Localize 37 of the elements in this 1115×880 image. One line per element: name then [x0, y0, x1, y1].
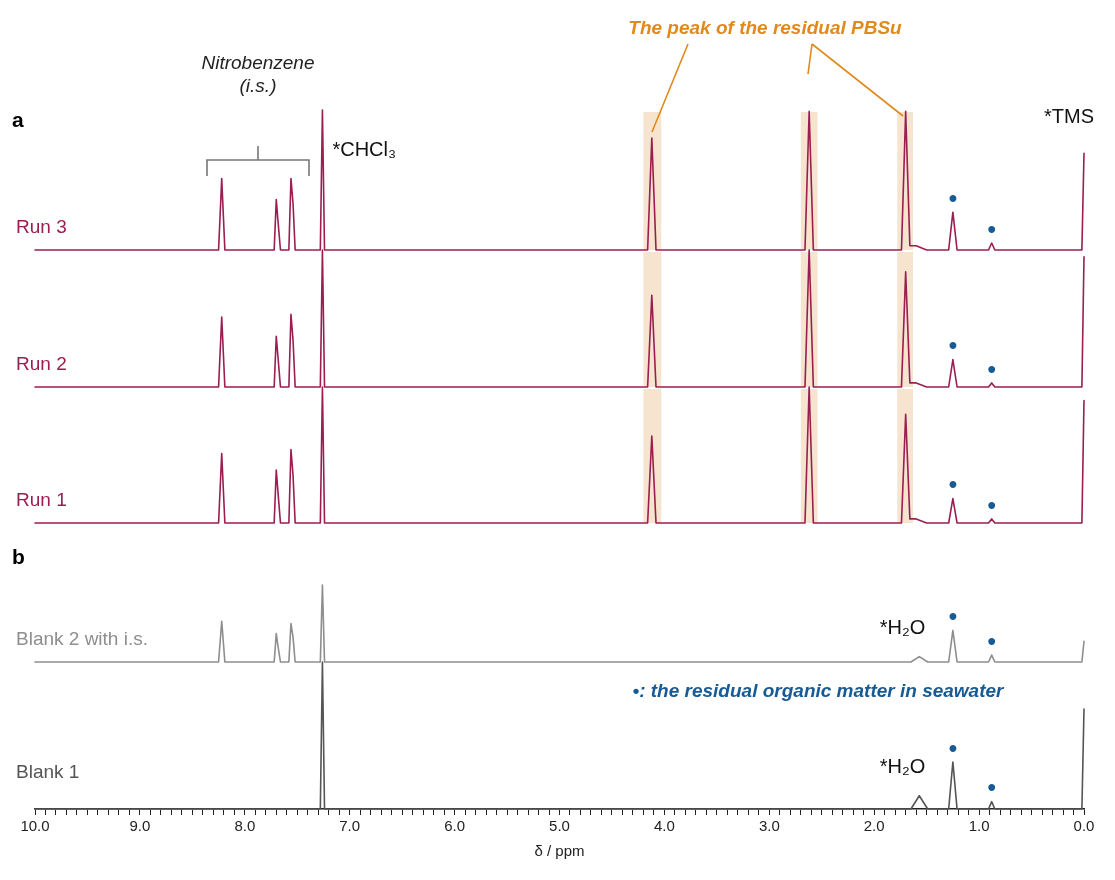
annotation: • [987, 490, 996, 518]
x-tick-label: 7.0 [339, 817, 361, 835]
annotation: • [948, 470, 958, 498]
annotation: • [948, 733, 958, 761]
series-label: Run 2 [16, 353, 67, 375]
x-tick-label: 1.0 [968, 817, 990, 835]
x-tick-label: 3.0 [758, 817, 780, 835]
annotation: *H₂O [879, 755, 926, 778]
x-tick-label: 6.0 [444, 817, 466, 835]
annotation: • [948, 602, 958, 630]
text: b [12, 545, 25, 569]
series-label: Run 1 [16, 489, 67, 511]
annotation: • [987, 773, 996, 801]
series-label: Blank 2 with i.s. [16, 628, 148, 650]
x-axis-title: δ / ppm [534, 842, 585, 860]
text: (i.s.) [239, 75, 277, 97]
x-tick-label: 5.0 [549, 817, 570, 835]
x-tick-label: 4.0 [653, 817, 675, 835]
x-tick-label: 9.0 [129, 817, 151, 835]
text: The peak of the residual PBSu [628, 17, 902, 39]
annotation: *H₂O [879, 616, 926, 639]
annotation: • [987, 214, 996, 242]
annotation: • [948, 183, 958, 211]
annotation: •: the residual organic matter in seawater [632, 680, 1004, 702]
annotation: • [987, 354, 996, 382]
annotation: *CHCl₃ [332, 137, 397, 160]
series-label: Blank 1 [16, 761, 80, 783]
x-tick-label: 8.0 [234, 817, 256, 835]
annotation: *TMS [1044, 104, 1094, 127]
series-label: Run 3 [16, 216, 67, 238]
x-tick-label: 2.0 [863, 817, 885, 835]
annotation: • [948, 331, 958, 359]
x-tick-label: 0.0 [1073, 817, 1095, 835]
annotation: • [987, 626, 996, 654]
text: a [12, 108, 24, 132]
text: Nitrobenzene [201, 52, 315, 74]
x-tick-label: 10.0 [20, 817, 50, 835]
